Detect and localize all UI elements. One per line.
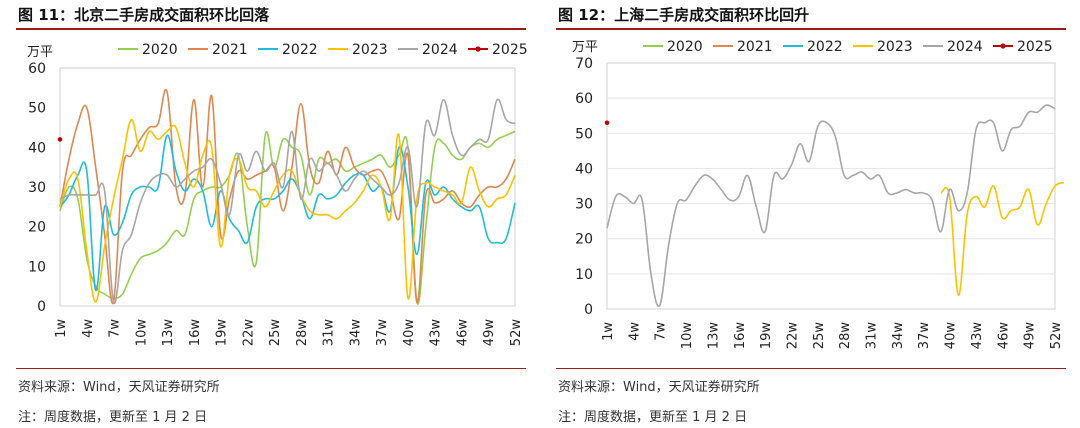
chart-panel-shanghai: 图 12：上海二手房成交面积环比回升 0 10 20 30 40 50 60 70 万平 1w 4w… — [540, 0, 1080, 428]
legend-label: 2020 — [667, 39, 703, 55]
series-line-2021 — [59, 88, 516, 305]
y-tick-label: 0 — [37, 299, 46, 315]
x-tick-label: 28w — [838, 322, 853, 350]
x-tick-label: 1w — [601, 322, 616, 341]
top-divider — [16, 28, 526, 30]
x-tick-label: 52w — [509, 319, 524, 347]
x-tick-label: 16w — [188, 319, 203, 347]
x-tick-label: 22w — [241, 319, 256, 347]
y-tick-label: 60 — [575, 91, 593, 107]
x-tick-label: 31w — [322, 319, 337, 347]
series-line-2023 — [59, 118, 516, 303]
series-line-2023 — [940, 181, 1065, 296]
series-line-2024 — [59, 98, 516, 305]
x-tick-label: 40w — [944, 322, 959, 350]
source-note: 资料来源：Wind，天风证券研究所 — [18, 380, 220, 395]
bottom-divider — [16, 368, 526, 369]
legend-marker — [475, 46, 481, 52]
figure-title: 图 12：上海二手房成交面积环比回升 — [558, 6, 810, 24]
legend-label: 2025 — [492, 42, 528, 58]
x-tick-label: 34w — [891, 322, 906, 350]
legend-label: 2021 — [737, 39, 773, 55]
x-tick-label: 28w — [295, 319, 310, 347]
legend-marker — [1000, 43, 1006, 49]
x-tick-label: 10w — [680, 322, 695, 350]
x-tick-label: 49w — [1023, 322, 1038, 350]
x-tick-label: 46w — [996, 322, 1011, 350]
source-note: 资料来源：Wind，天风证券研究所 — [558, 380, 760, 395]
x-tick-label: 37w — [375, 319, 390, 347]
y-tick-label: 60 — [28, 61, 46, 77]
x-tick-label: 7w — [654, 322, 669, 341]
footnote: 注：周度数据，更新至 1 月 2 日 — [18, 410, 208, 425]
x-tick-label: 25w — [268, 319, 283, 347]
x-tick-label: 43w — [970, 322, 985, 350]
legend-label: 2021 — [212, 42, 248, 58]
x-tick-label: 31w — [865, 322, 880, 350]
legend-label: 2024 — [947, 39, 983, 55]
y-tick-label: 0 — [584, 302, 593, 318]
x-tick-label: 43w — [429, 319, 444, 347]
x-tick-label: 4w — [627, 322, 642, 341]
series-line-2022 — [59, 134, 516, 291]
legend-label: 2022 — [807, 39, 843, 55]
y-axis-unit: 万平 — [27, 45, 53, 60]
legend-label: 2024 — [422, 42, 458, 58]
y-tick-label: 50 — [575, 126, 593, 142]
chart-panel-beijing: 图 11：北京二手房成交面积环比回落 0 10 20 30 40 50 60 万平 1w 4w 7w… — [16, 6, 528, 425]
legend: 2020 2021 2022 2023 2024 2025 — [118, 42, 528, 58]
legend-label: 2023 — [877, 39, 913, 55]
x-tick-label: 10w — [134, 319, 149, 347]
y-tick-label: 40 — [575, 161, 593, 177]
x-tick-label: 49w — [482, 319, 497, 347]
x-tick-label: 46w — [455, 319, 470, 347]
x-tick-label: 52w — [1049, 322, 1064, 350]
bottom-divider — [556, 368, 1066, 369]
y-tick-label: 20 — [575, 232, 593, 248]
top-divider — [556, 28, 1066, 30]
y-tick-label: 30 — [28, 180, 46, 196]
x-tick-label: 37w — [917, 322, 932, 350]
y-tick-label: 70 — [575, 56, 593, 72]
legend-label: 2020 — [142, 42, 178, 58]
x-tick-label: 13w — [161, 319, 176, 347]
legend: 2020 2021 2022 2023 2024 2025 — [643, 39, 1053, 55]
legend-label: 2022 — [282, 42, 318, 58]
series-point-2025 — [604, 120, 610, 126]
x-tick-label: 13w — [706, 322, 721, 350]
x-tick-label: 22w — [785, 322, 800, 350]
x-tick-label: 1w — [54, 319, 69, 338]
legend-label: 2025 — [1017, 39, 1053, 55]
x-tick-label: 25w — [812, 322, 827, 350]
x-tick-label: 4w — [81, 319, 96, 338]
footnote: 注：周度数据，更新至 1 月 2 日 — [558, 410, 748, 425]
y-axis-unit: 万平 — [572, 40, 598, 55]
y-tick-label: 10 — [575, 267, 593, 283]
figure-title: 图 11：北京二手房成交面积环比回落 — [18, 6, 270, 24]
x-tick-label: 7w — [108, 319, 123, 338]
plot-area — [606, 62, 1056, 310]
y-tick-label: 50 — [28, 101, 46, 117]
x-tick-label: 19w — [215, 319, 230, 347]
x-tick-label: 40w — [402, 319, 417, 347]
plot-area — [59, 67, 516, 307]
legend-label: 2023 — [352, 42, 388, 58]
x-tick-label: 16w — [733, 322, 748, 350]
series-line-2024 — [606, 104, 1056, 308]
y-tick-label: 30 — [575, 197, 593, 213]
series-point-2025 — [57, 137, 63, 142]
y-tick-label: 20 — [28, 220, 46, 236]
y-tick-label: 10 — [28, 259, 46, 275]
x-tick-label: 34w — [348, 319, 363, 347]
y-tick-label: 40 — [28, 140, 46, 156]
x-tick-label: 19w — [759, 322, 774, 350]
